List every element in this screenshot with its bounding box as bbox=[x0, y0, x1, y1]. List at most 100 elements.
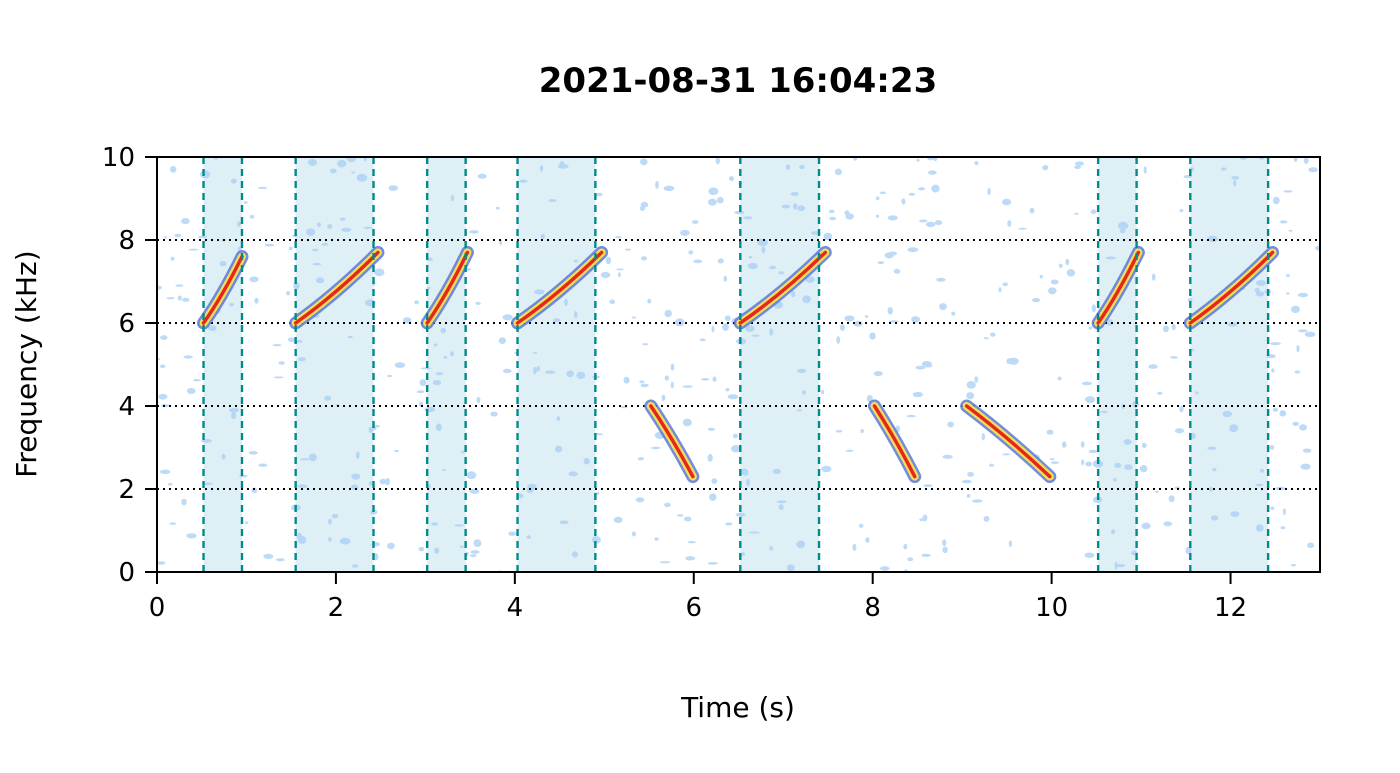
noise-blob bbox=[1207, 446, 1217, 450]
noise-blob bbox=[432, 380, 442, 386]
noise-blob bbox=[368, 481, 373, 486]
noise-blob bbox=[887, 251, 898, 256]
noise-blob bbox=[337, 159, 347, 168]
noise-blob bbox=[248, 451, 258, 455]
noise-blob bbox=[1168, 495, 1175, 503]
noise-blob bbox=[908, 192, 916, 196]
noise-blob bbox=[197, 235, 208, 239]
x-tick-label: 10 bbox=[1035, 593, 1068, 623]
noise-blob bbox=[709, 493, 717, 502]
noise-blob bbox=[1300, 463, 1311, 470]
noise-blob bbox=[308, 158, 317, 166]
noise-blob bbox=[605, 256, 612, 265]
noise-blob bbox=[1085, 396, 1095, 404]
noise-blob bbox=[769, 328, 774, 336]
noise-blob bbox=[385, 477, 390, 486]
noise-blob bbox=[1254, 287, 1260, 293]
noise-blob bbox=[1080, 441, 1085, 448]
noise-blob bbox=[1297, 292, 1309, 298]
noise-blob bbox=[419, 379, 427, 387]
noise-blob bbox=[251, 487, 258, 494]
noise-blob bbox=[682, 385, 693, 388]
noise-blob bbox=[1271, 368, 1275, 373]
noise-blob bbox=[508, 531, 517, 536]
noise-blob bbox=[1085, 461, 1092, 467]
noise-blob bbox=[1212, 467, 1217, 472]
noise-blob bbox=[1195, 391, 1199, 395]
noise-blob bbox=[243, 201, 248, 204]
noise-blob bbox=[919, 219, 928, 223]
noise-blob bbox=[732, 433, 738, 439]
noise-blob bbox=[1114, 561, 1118, 570]
noise-blob bbox=[664, 309, 672, 318]
noise-blob bbox=[735, 512, 746, 517]
x-tick-label: 0 bbox=[149, 593, 166, 623]
noise-blob bbox=[942, 546, 948, 554]
noise-blob bbox=[740, 552, 746, 556]
noise-blob bbox=[823, 232, 833, 241]
noise-blob bbox=[287, 337, 295, 342]
noise-blob bbox=[877, 261, 885, 265]
noise-blob bbox=[182, 297, 190, 302]
noise-blob bbox=[853, 320, 863, 327]
call-trace bbox=[867, 399, 922, 484]
noise-blob bbox=[1296, 345, 1300, 353]
noise-blob bbox=[639, 205, 646, 211]
call-core bbox=[872, 404, 917, 479]
call-trace bbox=[644, 399, 700, 484]
noise-blob bbox=[1049, 458, 1055, 461]
noise-blob bbox=[728, 176, 735, 182]
noise-blob bbox=[459, 545, 464, 549]
noise-texture bbox=[157, 157, 1320, 572]
noise-blob bbox=[987, 187, 991, 196]
noise-blob bbox=[685, 556, 696, 561]
noise-blob bbox=[707, 562, 718, 565]
noise-blob bbox=[786, 564, 795, 572]
call-core bbox=[738, 250, 828, 325]
noise-blob bbox=[915, 365, 926, 370]
noise-blob bbox=[160, 364, 166, 369]
noise-blob bbox=[272, 344, 282, 347]
noise-blob bbox=[1256, 280, 1266, 286]
noise-blob bbox=[1170, 356, 1178, 359]
noise-blob bbox=[1260, 468, 1264, 473]
y-tick-label: 8 bbox=[118, 226, 135, 256]
noise-blob bbox=[1084, 552, 1095, 558]
noise-blob bbox=[296, 532, 303, 540]
y-tick-label: 10 bbox=[102, 143, 135, 173]
noise-blob bbox=[208, 325, 217, 331]
x-tick-label: 4 bbox=[507, 593, 524, 623]
call-core bbox=[964, 404, 1052, 479]
noise-blob bbox=[317, 222, 321, 228]
noise-blob bbox=[772, 468, 781, 474]
call-core bbox=[1096, 250, 1141, 325]
noise-blob bbox=[901, 198, 906, 205]
noise-blob bbox=[802, 295, 811, 304]
noise-blob bbox=[275, 558, 285, 562]
noise-blob bbox=[613, 516, 623, 524]
noise-blob bbox=[595, 491, 600, 495]
noise-blob bbox=[723, 275, 728, 282]
noise-blob bbox=[533, 366, 537, 375]
noise-blob bbox=[159, 469, 171, 474]
noise-blob bbox=[776, 500, 787, 504]
noise-blob bbox=[1270, 506, 1275, 510]
noise-blob bbox=[1292, 421, 1300, 426]
noise-blob bbox=[661, 394, 666, 401]
selection-band bbox=[517, 157, 596, 572]
noise-blob bbox=[747, 262, 758, 270]
noise-blob bbox=[554, 445, 563, 453]
noise-blob bbox=[1114, 462, 1122, 468]
noise-blob bbox=[743, 471, 749, 476]
noise-blob bbox=[469, 554, 477, 558]
noise-blob bbox=[450, 194, 455, 202]
noise-blob bbox=[169, 522, 177, 525]
noise-blob bbox=[595, 192, 603, 197]
noise-blob bbox=[1280, 526, 1286, 530]
noise-blob bbox=[635, 497, 645, 503]
noise-blob bbox=[174, 233, 182, 238]
noise-blob bbox=[1008, 357, 1019, 365]
noise-blob bbox=[559, 520, 569, 525]
